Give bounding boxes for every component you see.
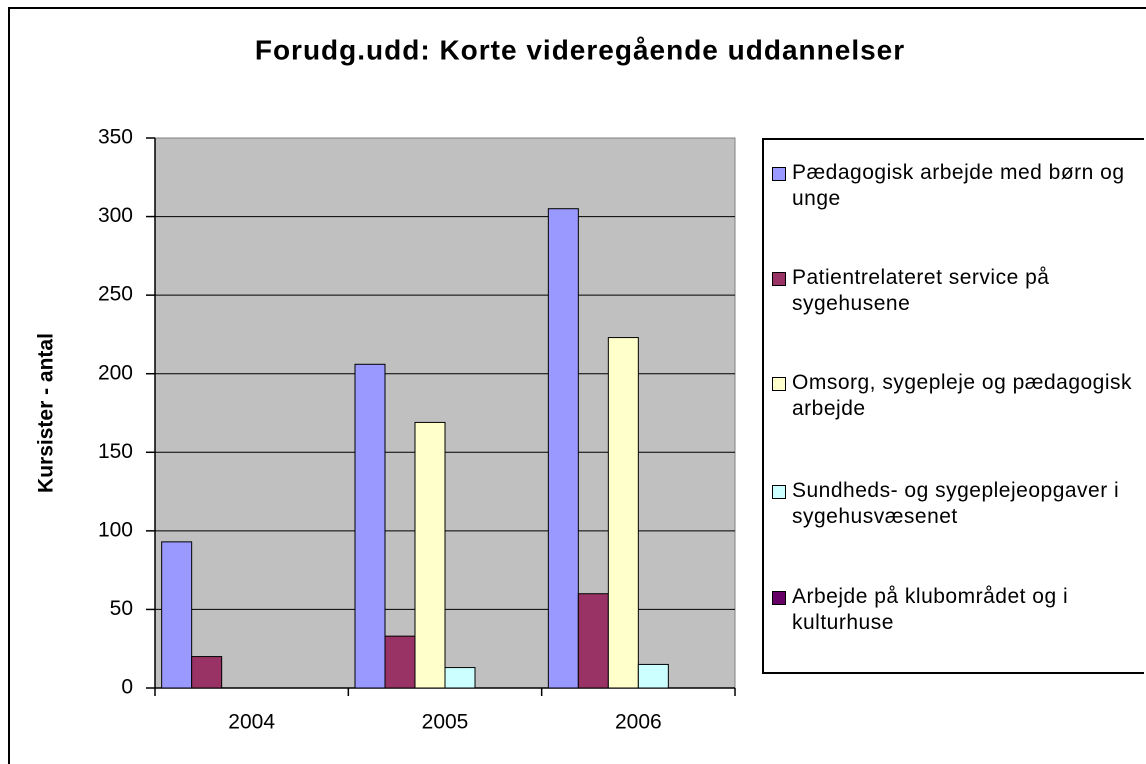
legend-swatch	[772, 377, 786, 391]
y-tick-label: 250	[98, 283, 133, 306]
y-axis-title: Kursister - antal	[35, 333, 58, 493]
bar	[161, 541, 193, 689]
legend-swatch	[772, 591, 786, 605]
chart-title: Forudg.udd: Korte videregående uddannels…	[255, 34, 905, 65]
bar	[607, 337, 639, 689]
legend: Pædagogisk arbejde med børn og unge Patie…	[762, 138, 1144, 674]
legend-swatch	[772, 167, 786, 181]
bar	[354, 363, 386, 689]
y-tick-label: 200	[98, 361, 133, 384]
legend-label: Omsorg, sygepleje og pædagogisk arbejde	[792, 371, 1133, 420]
legend-entry: Omsorg, sygepleje og pædagogisk arbejde	[772, 370, 1142, 422]
bar	[191, 656, 223, 689]
bar	[577, 593, 609, 689]
bar	[444, 667, 476, 689]
legend-label: Patientrelateret service på sygehusene	[792, 266, 1050, 315]
legend-label: Sundheds- og sygeplejeopgaver i sygehusv…	[792, 479, 1120, 528]
y-tick-label: 50	[110, 597, 133, 620]
x-tick-label: 2006	[615, 711, 662, 734]
y-tick-label: 150	[98, 440, 133, 463]
bar	[637, 663, 669, 689]
y-tick-label: 300	[98, 204, 133, 227]
legend-entry: Arbejde på klubområdet og i kulturhuse	[772, 584, 1142, 636]
legend-entry: Patientrelateret service på sygehusene	[772, 265, 1142, 317]
legend-entry: Pædagogisk arbejde med børn og unge	[772, 160, 1142, 212]
x-tick-label: 2005	[422, 711, 469, 734]
y-tick-label: 100	[98, 518, 133, 541]
legend-label: Pædagogisk arbejde med børn og unge	[792, 161, 1125, 210]
bar	[547, 208, 579, 689]
x-tick-label: 2004	[228, 711, 275, 734]
legend-entry: Sundheds- og sygeplejeopgaver i sygehusv…	[772, 478, 1142, 530]
y-tick-label: 0	[121, 676, 133, 699]
y-tick-label: 350	[98, 126, 133, 149]
legend-label: Arbejde på klubområdet og i kulturhuse	[792, 585, 1069, 634]
legend-swatch	[772, 485, 786, 499]
bar	[384, 635, 416, 689]
legend-swatch	[772, 272, 786, 286]
bar	[414, 421, 446, 689]
